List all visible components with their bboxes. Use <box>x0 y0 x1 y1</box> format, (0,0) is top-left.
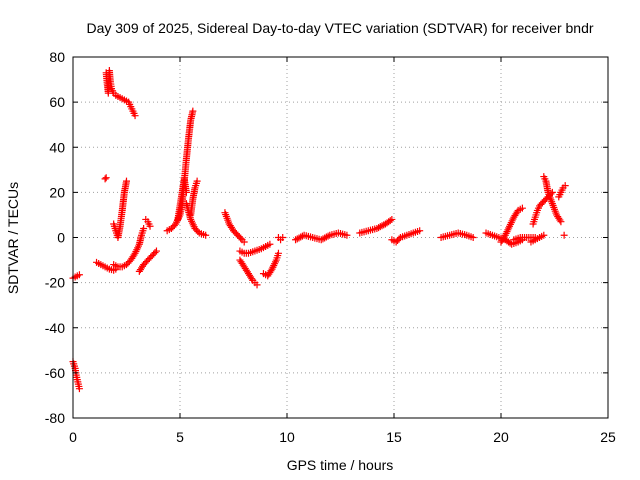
x-tick-label: 25 <box>600 429 616 445</box>
axis-ticks: 0 5 10 15 20 25 -80 -60 -40 -20 0 20 40 60 80 <box>45 49 616 445</box>
data-point <box>123 177 130 185</box>
data-point <box>240 238 248 246</box>
data-point <box>253 281 261 289</box>
data-point <box>152 247 160 255</box>
chart-title: Day 309 of 2025, Sidereal Day-to-day VTE… <box>86 20 593 36</box>
data-point <box>388 215 396 223</box>
y-tick-label: 80 <box>49 49 65 65</box>
data-point <box>237 234 245 242</box>
y-tick-label: -60 <box>45 365 65 381</box>
x-tick-label: 5 <box>176 429 184 445</box>
data-point <box>560 231 568 239</box>
data-point <box>561 182 569 190</box>
data-point <box>279 234 287 241</box>
y-tick-label: 60 <box>49 94 65 110</box>
data-point <box>324 232 332 240</box>
y-tick-label: 0 <box>57 230 65 246</box>
data-point <box>518 204 526 212</box>
data-point <box>182 188 190 196</box>
data-point <box>102 174 110 182</box>
data-point <box>140 224 148 232</box>
x-tick-label: 20 <box>493 429 509 445</box>
data-point <box>557 218 565 226</box>
x-axis-label: GPS time / hours <box>287 457 394 473</box>
y-tick-label: 20 <box>49 184 65 200</box>
x-tick-label: 0 <box>69 429 77 445</box>
x-tick-label: 15 <box>386 429 402 445</box>
data-point <box>75 271 83 279</box>
y-tick-label: -80 <box>45 410 65 426</box>
data-point <box>274 249 282 257</box>
data-point <box>266 240 274 248</box>
data-point <box>343 231 351 239</box>
data-point <box>194 227 202 235</box>
data-point <box>556 216 564 224</box>
data-point <box>469 234 477 241</box>
data-point <box>395 235 403 243</box>
x-tick-label: 10 <box>279 429 295 445</box>
y-tick-label: -40 <box>45 320 65 336</box>
data-point <box>75 385 83 393</box>
y-tick-label: -20 <box>45 275 65 291</box>
data-point <box>146 222 154 230</box>
data-point <box>540 231 548 239</box>
data-point <box>189 107 197 115</box>
y-axis-label: SDTVAR / TECUs <box>5 182 21 294</box>
data-point <box>131 112 139 120</box>
data-point <box>248 275 256 283</box>
data-point <box>202 231 210 239</box>
y-tick-label: 40 <box>49 139 65 155</box>
data-point <box>416 227 424 235</box>
data-point <box>193 177 201 185</box>
data-point <box>386 217 394 225</box>
data-point <box>101 175 109 183</box>
data-point <box>151 249 159 257</box>
data-points <box>69 67 569 393</box>
